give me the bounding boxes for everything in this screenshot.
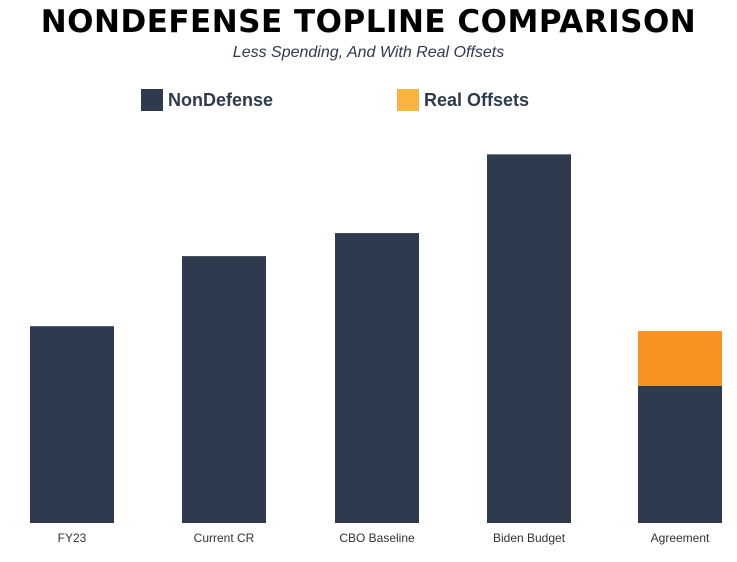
x-tick-label-biden-budget: Biden Budget xyxy=(493,531,566,545)
x-tick-label-current-cr: Current CR xyxy=(194,531,255,545)
bar-nondefense-biden-budget xyxy=(487,154,571,524)
x-tick-label-cbo-baseline: CBO Baseline xyxy=(339,531,415,545)
bar-nondefense-cbo-baseline xyxy=(335,233,419,523)
chart-title: NONDEFENSE TOPLINE COMPARISON xyxy=(40,4,697,40)
legend-swatch-nondefense xyxy=(141,89,163,111)
legend-label-nondefense: NonDefense xyxy=(168,89,274,110)
x-tick-label-agreement: Agreement xyxy=(651,531,710,545)
legend-label-real-offsets: Real Offsets xyxy=(424,89,530,110)
bar-nondefense-current-cr xyxy=(182,256,266,523)
bar-real-offsets-agreement xyxy=(638,331,722,386)
legend-swatch-real-offsets xyxy=(397,89,419,111)
legend-item-nondefense: NonDefense xyxy=(141,88,273,112)
x-tick-label-fy23: FY23 xyxy=(58,531,87,545)
chart-subtitle: Less Spending, And With Real Offsets xyxy=(232,44,505,61)
legend-item-real-offsets: Real Offsets xyxy=(397,88,529,112)
bar-nondefense-fy23 xyxy=(30,326,114,523)
bar-nondefense-agreement xyxy=(638,385,722,523)
